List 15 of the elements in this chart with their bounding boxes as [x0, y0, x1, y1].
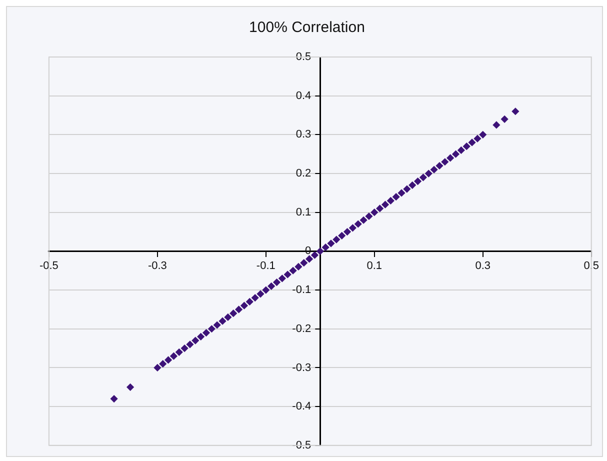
y-tick-label: -0.1 [292, 284, 312, 296]
x-tick-label: -0.5 [39, 260, 58, 272]
x-tick-label: 0.1 [366, 260, 382, 272]
y-tick-label: -0.3 [292, 362, 312, 374]
y-tick-label: 0.2 [296, 168, 312, 180]
y-tick-label: 0.1 [296, 206, 312, 218]
y-tick-label: 0.4 [296, 90, 312, 102]
x-tick-label: 0.3 [475, 260, 491, 272]
y-tick-label: -0.4 [292, 400, 312, 413]
y-tick-label: -0.2 [292, 322, 312, 335]
y-tick-label: 0.3 [296, 128, 312, 141]
chart-title: 100% Correlation [249, 19, 365, 36]
x-tick-label: -0.3 [148, 260, 167, 272]
x-tick-label: 0.5 [584, 260, 600, 272]
x-tick-label: -0.1 [256, 260, 276, 272]
